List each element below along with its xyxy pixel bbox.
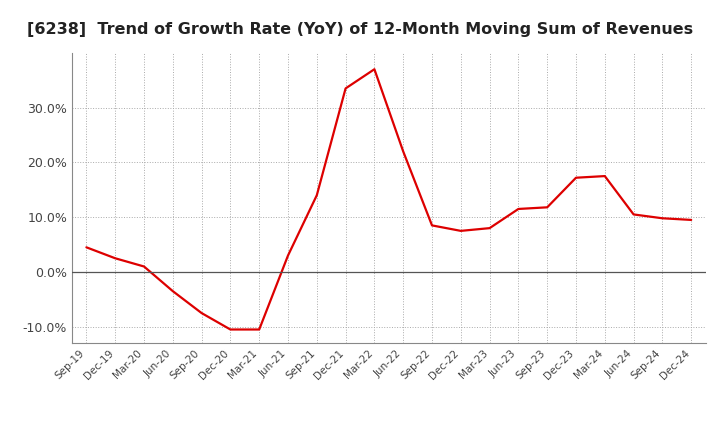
Text: [6238]  Trend of Growth Rate (YoY) of 12-Month Moving Sum of Revenues: [6238] Trend of Growth Rate (YoY) of 12-…: [27, 22, 693, 37]
